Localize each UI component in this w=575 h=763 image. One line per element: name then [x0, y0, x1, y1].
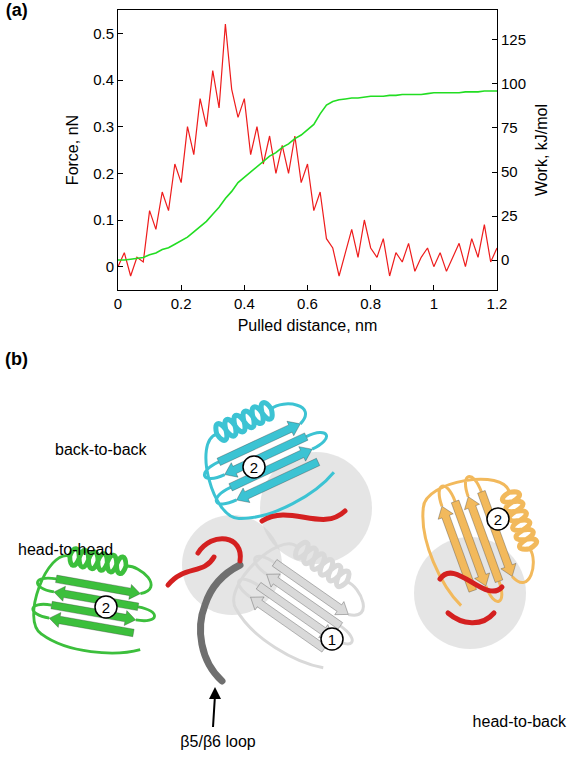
svg-text:(b): (b): [5, 349, 28, 369]
svg-text:β5/β6 loop: β5/β6 loop: [180, 733, 255, 750]
svg-text:0.1: 0.1: [93, 211, 114, 228]
svg-text:0.3: 0.3: [93, 118, 114, 135]
svg-text:0.8: 0.8: [360, 295, 381, 312]
svg-text:Force, nN: Force, nN: [64, 115, 81, 185]
svg-text:(a): (a): [6, 0, 28, 20]
svg-text:0.2: 0.2: [171, 295, 192, 312]
svg-text:0: 0: [106, 258, 114, 275]
svg-text:0: 0: [501, 251, 509, 268]
svg-text:back-to-back: back-to-back: [55, 441, 148, 458]
svg-text:1: 1: [328, 631, 336, 648]
svg-text:0.4: 0.4: [93, 71, 114, 88]
svg-text:1: 1: [430, 295, 438, 312]
svg-text:0: 0: [114, 295, 122, 312]
svg-text:50: 50: [501, 163, 518, 180]
svg-text:Pulled distance, nm: Pulled distance, nm: [238, 317, 378, 334]
svg-text:2: 2: [102, 599, 110, 616]
svg-text:0.6: 0.6: [297, 295, 318, 312]
svg-text:125: 125: [501, 31, 526, 48]
svg-text:0.4: 0.4: [234, 295, 255, 312]
svg-text:head-to-back: head-to-back: [473, 713, 567, 730]
svg-text:2: 2: [494, 511, 502, 528]
svg-text:1.2: 1.2: [487, 295, 508, 312]
svg-text:0.5: 0.5: [93, 25, 114, 42]
svg-text:2: 2: [250, 459, 258, 476]
svg-text:100: 100: [501, 75, 526, 92]
svg-text:0.2: 0.2: [93, 165, 114, 182]
svg-text:Work, kJ/mol: Work, kJ/mol: [533, 104, 550, 196]
svg-text:25: 25: [501, 207, 518, 224]
svg-text:head-to-head: head-to-head: [18, 541, 113, 558]
svg-text:75: 75: [501, 119, 518, 136]
